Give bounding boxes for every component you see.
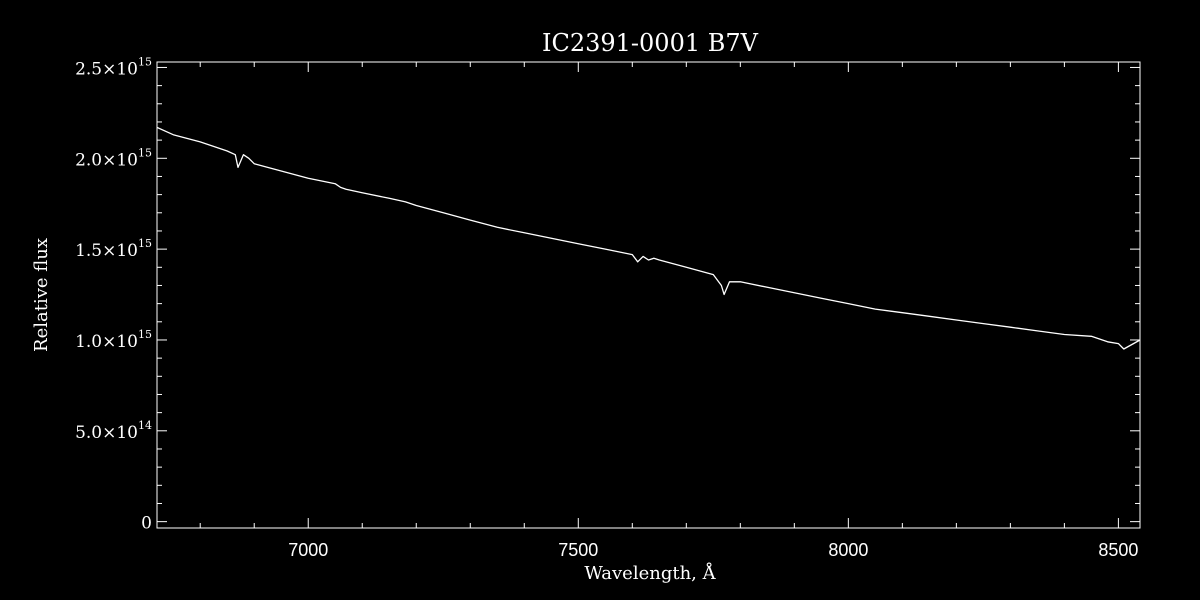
y-axis-tick-labels: 05.0×10141.0×10151.5×10152.0×10152.5×101… [75, 55, 152, 533]
x-tick-label: 7000 [288, 540, 328, 560]
series-group [156, 126, 1141, 350]
y-tick-mantissa: 2.5×10 [75, 59, 138, 79]
y-tick-exponent: 15 [138, 55, 152, 68]
y-axis-ticks [157, 66, 1140, 523]
y-tick-exponent: 14 [138, 419, 152, 432]
chart-title: IC2391-0001 B7V [542, 29, 759, 57]
spectrum-line [156, 126, 1141, 350]
y-tick-mantissa: 5.0×10 [75, 423, 138, 443]
x-tick-label: 8500 [1098, 540, 1138, 560]
x-axis-label: Wavelength, Å [584, 562, 716, 584]
x-axis-ticks [199, 62, 1119, 528]
x-tick-label: 8000 [828, 540, 868, 560]
x-axis-tick-labels: 7000 7500 8000 8500 [288, 540, 1138, 560]
y-tick-label: 2.0×1015 [75, 146, 152, 170]
y-tick-label: 1.5×1015 [75, 237, 152, 261]
y-tick-exponent: 15 [138, 146, 152, 159]
y-tick-mantissa: 0 [141, 514, 152, 534]
plot-frame [156, 61, 1141, 529]
y-tick-mantissa: 1.0×10 [75, 332, 138, 352]
y-axis-label: Relative flux [31, 238, 52, 352]
x-tick-label: 7500 [558, 540, 598, 560]
y-tick-label: 5.0×1014 [75, 419, 152, 443]
y-tick-exponent: 15 [138, 237, 152, 250]
y-tick-label: 1.0×1015 [75, 328, 152, 352]
y-tick-label: 2.5×1015 [75, 55, 152, 79]
y-tick-exponent: 15 [138, 328, 152, 341]
y-tick-mantissa: 1.5×10 [75, 241, 138, 261]
y-tick-label: 0 [141, 514, 152, 534]
y-tick-mantissa: 2.0×10 [75, 150, 138, 170]
